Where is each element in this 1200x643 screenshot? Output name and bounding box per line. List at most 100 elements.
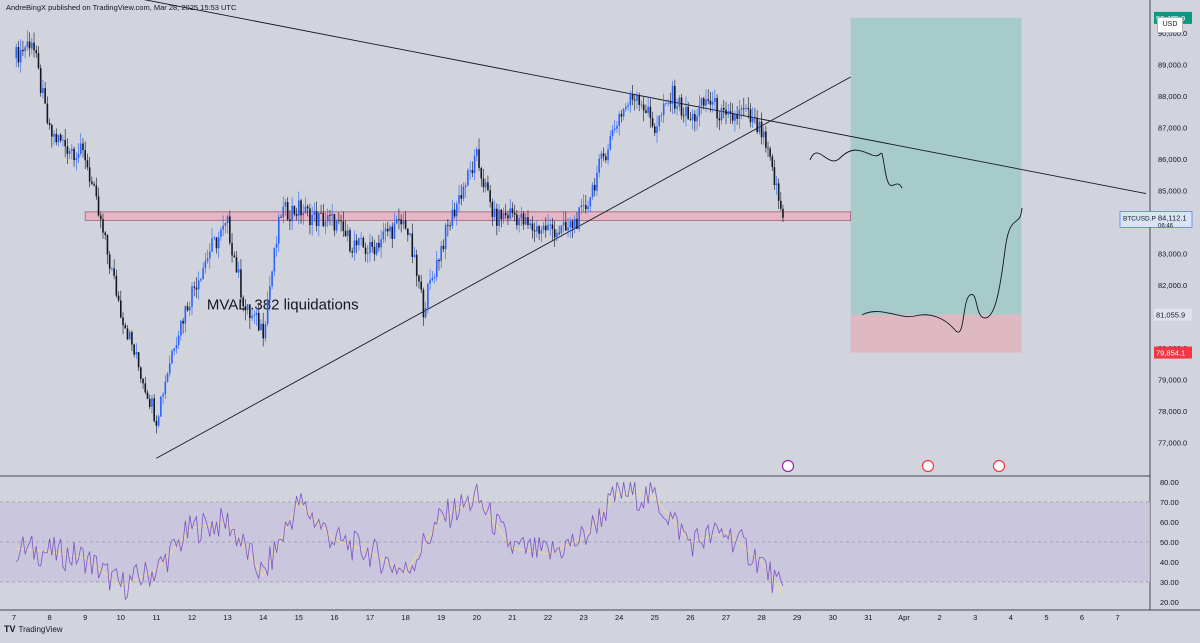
event-flag-icon: [781, 459, 795, 473]
candle-body: [600, 153, 603, 159]
candle-body: [59, 134, 62, 141]
candle-body: [498, 209, 500, 226]
candle-body: [529, 223, 531, 226]
rsi-tick-label: 70.00: [1160, 498, 1179, 507]
candle-body: [645, 110, 647, 113]
candle-body: [431, 277, 434, 281]
candle-body: [273, 247, 276, 272]
candle-body: [409, 233, 411, 235]
candle-body: [415, 254, 418, 276]
candle-body: [747, 107, 750, 110]
candle-body: [422, 289, 425, 318]
time-tick-label: 6: [1080, 613, 1084, 622]
candle-body: [260, 323, 262, 331]
candle-body: [31, 42, 33, 49]
candle-body: [387, 228, 389, 232]
candle-body: [104, 232, 107, 236]
currency-badge[interactable]: USD: [1157, 17, 1183, 33]
candle-body: [24, 47, 26, 52]
rsi-axis: 80.00 70.00 60.00 50.00 40.00 30.00 20.00: [1160, 478, 1179, 607]
candle-body: [298, 200, 300, 216]
candle-body: [26, 41, 29, 48]
candle-body: [177, 335, 180, 346]
candle-body: [516, 214, 518, 226]
price-tick-label: 83,000.0: [1158, 249, 1187, 258]
candle-body: [533, 230, 536, 232]
candle-body: [137, 352, 140, 368]
candle-body: [678, 97, 681, 107]
time-tick-label: 7: [1116, 613, 1120, 622]
candle-body: [444, 224, 447, 250]
candle-body: [442, 245, 445, 250]
position-stop-zone: [850, 314, 1022, 353]
candle-body: [151, 398, 153, 407]
candle-body: [433, 277, 436, 278]
candle-body: [362, 237, 365, 248]
candle-body: [302, 213, 305, 216]
candle-body: [195, 287, 198, 290]
footer-brand[interactable]: TV TradingView: [4, 624, 63, 634]
candle-body: [157, 416, 160, 426]
candle-body: [206, 258, 209, 261]
candle-body: [333, 214, 336, 231]
candle-body: [144, 383, 147, 393]
candle-body: [538, 226, 540, 234]
candle-body: [551, 224, 554, 230]
candle-body: [369, 241, 371, 253]
support-zone: [84, 211, 852, 221]
candle-body: [660, 115, 663, 117]
candle-body: [209, 251, 211, 259]
candle-body: [253, 315, 256, 316]
time-tick-label: 21: [508, 613, 516, 622]
candle-body: [751, 117, 754, 123]
candle-body: [573, 218, 576, 228]
candle-body: [162, 394, 164, 397]
candle-body: [93, 183, 95, 186]
candle-body: [338, 220, 340, 221]
price-tick-label: 79,000.0: [1158, 375, 1187, 384]
candle-body: [620, 114, 623, 117]
candle-body: [153, 398, 155, 421]
time-tick-label: 7: [12, 613, 16, 622]
candle-body: [734, 114, 736, 121]
candle-body: [224, 223, 227, 226]
candle-body: [553, 229, 556, 238]
zone-annotation: MVAL .382 liquidations: [207, 297, 359, 314]
candle-body: [293, 205, 296, 215]
candle-body: [404, 220, 407, 229]
candle-body: [300, 200, 302, 216]
candle-body: [633, 99, 636, 101]
candle-body: [351, 251, 353, 253]
candle-body: [522, 213, 525, 225]
last-price-box: [1119, 211, 1193, 228]
candle-body: [716, 98, 718, 119]
candle-body: [326, 215, 329, 222]
candle-body: [507, 215, 509, 219]
candle-body: [749, 109, 752, 123]
rsi-tick-label: 50.00: [1160, 538, 1179, 547]
candle-body: [478, 149, 480, 168]
candle-body: [222, 225, 224, 230]
candle-body: [700, 98, 703, 106]
candle-body: [122, 317, 124, 326]
candle-body: [440, 245, 442, 262]
time-axis: 7 8 9 10 11 12 13 14 15 16 17 18 19 20 21 22 23 24 25 26 27 2…: [12, 613, 1120, 622]
candle-body: [473, 155, 476, 174]
candle-body: [560, 225, 563, 234]
rsi-tick-label: 60.00: [1160, 518, 1179, 527]
candle-body: [722, 107, 725, 110]
candle-body: [329, 215, 331, 216]
candle-body: [754, 117, 756, 119]
candle-body: [360, 237, 362, 239]
projection-scribble: [809, 149, 903, 189]
candle-body: [674, 85, 676, 109]
candle-body: [694, 114, 696, 122]
candle-body: [578, 207, 580, 229]
candle-body: [126, 328, 129, 340]
price-tick-label: 82,000.0: [1158, 281, 1187, 290]
price-tick-label: 89,000.0: [1158, 60, 1187, 69]
candle-body: [91, 181, 93, 184]
candle-body: [393, 223, 396, 239]
